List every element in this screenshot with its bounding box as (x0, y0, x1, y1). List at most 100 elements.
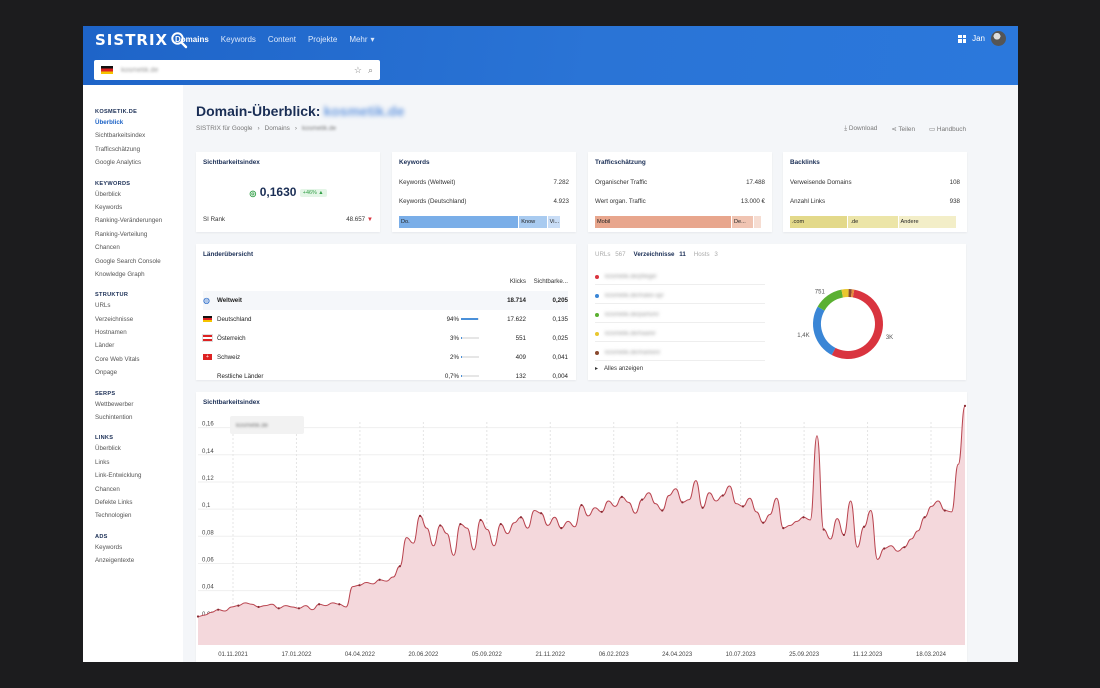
directory-row[interactable]: kosmetik.de/make-up/ (595, 293, 765, 299)
sidebar-item[interactable]: Überblick (95, 190, 121, 198)
breadcrumb-item[interactable]: Domains (264, 125, 290, 132)
data-point[interactable] (802, 516, 805, 519)
table-row[interactable]: + Schweiz 2% 409 0,041 (203, 348, 568, 367)
data-point[interactable] (923, 516, 926, 519)
donut-slice[interactable] (841, 289, 849, 298)
data-point[interactable] (459, 522, 462, 526)
avatar[interactable] (991, 31, 1006, 46)
data-point[interactable] (418, 514, 422, 518)
star-icon[interactable]: ☆ (353, 64, 362, 75)
sidebar-item[interactable]: Suchintention (95, 414, 133, 422)
column-header[interactable]: Klicks (509, 278, 526, 285)
traffic-card[interactable]: Trafficschätzung Organischer Traffic 17.4… (588, 152, 772, 232)
sidebar-item[interactable]: Trafficschätzung (95, 145, 141, 153)
backlinks-card[interactable]: Backlinks Verweisende Domains 108 Anzahl … (783, 152, 967, 232)
tab-urls[interactable]: URLs 567 (595, 251, 626, 258)
sidebar-item[interactable]: Sichtbarkeitsindex (95, 132, 146, 140)
share-button[interactable]: ⋖ Teilen (891, 126, 916, 133)
data-point[interactable] (499, 522, 502, 526)
data-point[interactable] (398, 565, 401, 568)
sidebar-item[interactable]: Onpage (95, 369, 118, 377)
nav-item-keywords[interactable]: Keywords (220, 35, 256, 44)
user-name[interactable]: Jan (972, 34, 985, 43)
sidebar-item[interactable]: Technologien (95, 512, 132, 520)
data-point[interactable] (842, 533, 845, 537)
data-point[interactable] (519, 516, 523, 519)
data-point[interactable] (762, 521, 765, 524)
data-point[interactable] (862, 525, 866, 528)
data-point[interactable] (277, 607, 280, 610)
data-point[interactable] (620, 495, 623, 498)
sidebar-item[interactable]: Länder (95, 342, 115, 350)
data-point[interactable] (963, 404, 967, 407)
data-point[interactable] (560, 527, 563, 530)
data-point[interactable] (903, 546, 906, 549)
data-point[interactable] (600, 510, 603, 513)
bar-segment[interactable]: Know (519, 216, 548, 228)
data-point[interactable] (681, 501, 684, 504)
sidebar-item[interactable]: Chancen (95, 485, 120, 493)
breadcrumb-item[interactable]: kosmetik.de (301, 125, 337, 132)
table-row[interactable]: Österreich 3% 551 0,025 (202, 329, 568, 348)
sidebar-item[interactable]: Defekte Links (95, 498, 133, 506)
table-row[interactable]: Restliche Länder 0,7% 132 0,004 (203, 367, 568, 386)
column-header[interactable]: Sichtbarke... (533, 278, 568, 285)
nav-item-mehr[interactable]: Mehr (349, 35, 368, 44)
data-point[interactable] (943, 509, 946, 512)
sidebar-item[interactable]: Überblick (95, 119, 124, 126)
sidebar-item[interactable]: Ranking-Verteilung (95, 230, 148, 238)
download-button[interactable]: ⤓ Download (844, 125, 878, 132)
sidebar-item[interactable]: Knowledge Graph (95, 270, 145, 278)
donut-slice[interactable] (817, 289, 844, 311)
data-point[interactable] (318, 603, 321, 606)
directory-row[interactable]: kosmetik.de/parfum/ (595, 312, 765, 318)
sidebar-item[interactable]: Ranking-Veränderungen (95, 217, 163, 225)
sidebar-item[interactable]: Google Search Console (95, 257, 161, 265)
search-input[interactable]: kosmetik.de (121, 66, 159, 74)
table-row[interactable]: Deutschland 94% 17.622 0,135 (203, 310, 568, 329)
tld-bar[interactable]: .com .de Andere (790, 216, 957, 228)
data-point[interactable] (358, 584, 361, 587)
donut-slice[interactable] (813, 306, 836, 355)
data-point[interactable] (782, 527, 785, 530)
nav-item-projekte[interactable]: Projekte (307, 35, 338, 44)
show-all-link[interactable]: ▸ Alles anzeigen (595, 365, 643, 373)
data-point[interactable] (217, 608, 220, 611)
search-icon[interactable]: ⌕ (367, 64, 373, 75)
sidebar-item[interactable]: Hostnamen (95, 329, 127, 337)
sidebar-item[interactable]: Links (95, 458, 110, 466)
apps-grid-icon[interactable] (958, 34, 967, 43)
directory-row[interactable]: kosmetik.de/marken/ (595, 350, 765, 356)
keywords-card[interactable]: Keywords Keywords (Weltweit) 7.282 Keywor… (392, 152, 576, 232)
chevron-down-icon[interactable]: ▾ (370, 35, 375, 44)
data-point[interactable] (196, 615, 200, 618)
bar-segment[interactable]: Do. (399, 216, 520, 228)
data-point[interactable] (378, 578, 381, 581)
nav-item-content[interactable]: Content (267, 35, 296, 44)
data-point[interactable] (640, 498, 644, 501)
table-row[interactable]: ◍ Weltweit 18.714 0,205 (203, 291, 568, 310)
device-bar[interactable]: Mobil De... (595, 216, 762, 228)
data-point[interactable] (297, 607, 301, 610)
data-point[interactable] (661, 509, 664, 512)
directory-row[interactable]: kosmetik.de/pflege/ (595, 274, 765, 280)
tab-verzeichnisse[interactable]: Verzeichnisse 11 (634, 251, 686, 258)
sidebar-item[interactable]: URLs (95, 302, 111, 310)
sidebar-item[interactable]: Link-Entwicklung (95, 472, 142, 480)
sidebar-item[interactable]: Keywords (95, 203, 123, 211)
sidebar-item[interactable]: Google Analytics (95, 159, 142, 167)
logo[interactable]: SISTRIX (95, 31, 188, 49)
data-point[interactable] (741, 505, 745, 508)
si-card[interactable]: Sichtbarkeitsindex ◎ 0,1630 +46% ▲ SI Ra… (196, 152, 380, 232)
data-point[interactable] (540, 512, 543, 515)
data-point[interactable] (580, 503, 583, 507)
bar-segment[interactable] (753, 216, 762, 228)
sidebar-item[interactable]: Chancen (95, 244, 120, 252)
data-point[interactable] (338, 603, 341, 606)
nav-item-domains[interactable]: Domains (175, 35, 209, 44)
sidebar-item[interactable]: Verzeichnisse (95, 315, 134, 323)
bar-segment[interactable]: .com (790, 216, 849, 228)
sidebar-item[interactable]: Anzeigentexte (95, 557, 135, 565)
data-point[interactable] (883, 547, 886, 550)
germany-flag-icon[interactable] (101, 66, 113, 74)
